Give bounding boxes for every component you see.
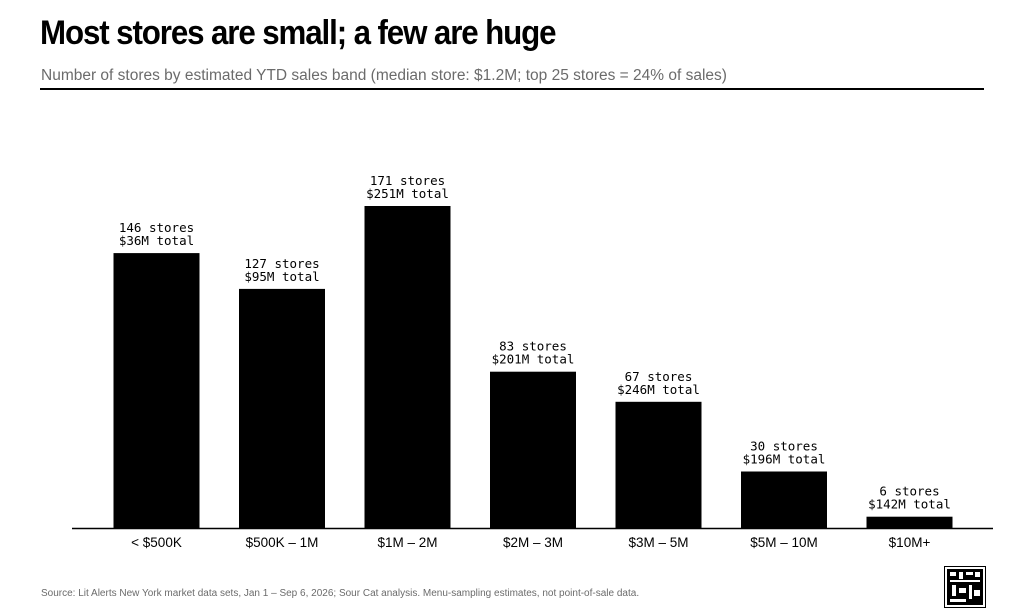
page-subtitle: Number of stores by estimated YTD sales … bbox=[41, 67, 727, 84]
x-tick-label: $500K – 1M bbox=[246, 535, 319, 550]
data-label-total: $201M total bbox=[492, 352, 575, 367]
x-tick-label: $3M – 5M bbox=[628, 535, 688, 550]
data-label-total: $36M total bbox=[119, 233, 194, 248]
data-label-total: $196M total bbox=[743, 452, 826, 467]
bar-0 bbox=[113, 253, 200, 528]
data-label-total: $142M total bbox=[868, 497, 951, 512]
data-label-count: 30 stores bbox=[750, 439, 818, 454]
x-tick-label: $2M – 3M bbox=[503, 535, 563, 550]
bar-4 bbox=[615, 401, 702, 528]
bar-1 bbox=[239, 288, 325, 528]
sour-cat-logo-icon bbox=[944, 566, 986, 608]
data-label-total: $251M total bbox=[366, 186, 449, 201]
bar-3 bbox=[490, 371, 576, 528]
data-label-count: 6 stores bbox=[879, 484, 939, 499]
data-label-count: 127 stores bbox=[244, 256, 319, 271]
page-title: Most stores are small; a few are huge bbox=[40, 14, 557, 52]
data-label-count: 83 stores bbox=[499, 339, 567, 354]
x-tick-label: $10M+ bbox=[889, 535, 931, 550]
data-label-count: 67 stores bbox=[625, 369, 693, 384]
data-label-total: $246M total bbox=[617, 382, 700, 397]
x-tick-label: $1M – 2M bbox=[377, 535, 437, 550]
header-divider bbox=[40, 88, 984, 90]
source-note: Source: Lit Alerts New York market data … bbox=[41, 588, 640, 599]
data-label-total: $95M total bbox=[244, 269, 319, 284]
bar-2 bbox=[364, 206, 451, 528]
data-label-count: 146 stores bbox=[119, 220, 194, 235]
bar-6 bbox=[866, 516, 953, 528]
x-tick-label: $5M – 10M bbox=[750, 535, 818, 550]
x-tick-label: < $500K bbox=[131, 535, 182, 550]
data-label-count: 171 stores bbox=[370, 173, 445, 188]
bar-5 bbox=[741, 471, 827, 528]
